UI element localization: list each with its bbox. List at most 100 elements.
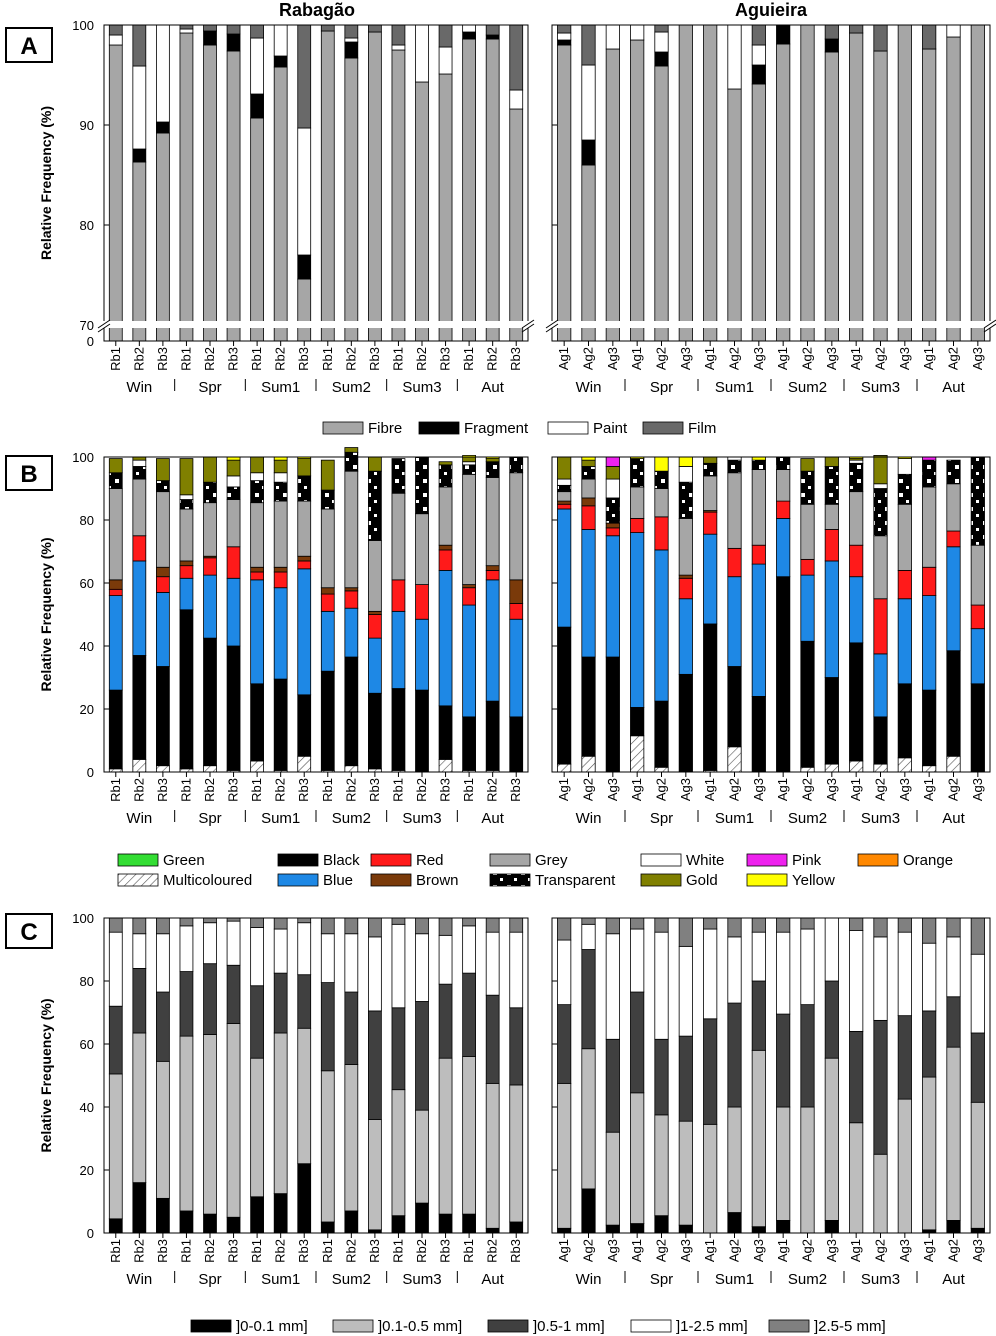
category-label-rb2: Rb2 (343, 347, 358, 371)
bar-segment-c-rb3-0-1-0-5-mm (156, 1060, 170, 1199)
bar-segment-c-ag3-0-0-1-mm (678, 1224, 693, 1234)
bar-segment-c-ag2-1-2-5-mm (581, 923, 596, 950)
bar-segment-b-rb2-white (132, 459, 147, 467)
bar-segment-b-ag2-black (800, 640, 815, 768)
bar-segment-b-rb1-brown (320, 587, 335, 595)
bar-segment-b-rb3-transparent (226, 486, 241, 500)
legend-swatch-1-2-5-mm (630, 1319, 672, 1333)
bar-segment-c-rb2-0-1-0-5-mm (344, 1064, 359, 1212)
bar-segment-c-rb1-1-2-5-mm (391, 923, 406, 1009)
bar-segment-b-rb2-white (273, 472, 288, 483)
bar-segment-c-rb3-0-5-1-mm (226, 964, 241, 1024)
category-label-rb1: Rb1 (390, 778, 405, 802)
bar-segment-c-rb1-2-5-5-mm (179, 917, 194, 927)
bar-segment-c-rb2-0-0-1-mm (485, 1227, 500, 1234)
category-label-ag1: Ag1 (702, 347, 717, 370)
category-label-ag1: Ag1 (629, 778, 644, 801)
bar-segment-b-rb1-blue (250, 579, 264, 685)
category-label-ag3: Ag3 (897, 347, 912, 370)
legend-label-2-5-5-mm: ]2.5-5 mm] (814, 1318, 886, 1335)
bar-segment-b-rb3-gold (368, 456, 382, 472)
bar-segment-b-ag3-grey (897, 503, 912, 571)
bar-segment-c-ag3-0-5-1-mm (678, 1035, 693, 1122)
bar-segment-b-ag1-red (703, 511, 718, 535)
bar-segment-a-rb1-paint (391, 44, 406, 51)
bar-segment-c-ag1-2-5-5-mm (703, 917, 718, 930)
panel-b-y-axis-label: Relative Frequency (%) (38, 537, 54, 691)
season-label-sum3: Sum3 (861, 1271, 900, 1288)
bar-segment-b-rb3-black (226, 645, 241, 771)
category-label-ag1: Ag1 (848, 778, 863, 801)
bar-segment-c-ag3-0-0-1-mm (605, 1224, 620, 1234)
bar-segment-a-rb1-fragment (250, 93, 264, 119)
category-label-ag2: Ag2 (873, 778, 888, 801)
category-label-ag1: Ag1 (921, 778, 936, 801)
category-label-rb2: Rb2 (414, 778, 429, 802)
season-label-win: Win (576, 1271, 602, 1288)
bar-segment-c-ag1-1-2-5-mm (776, 931, 791, 1015)
axis-break-mark (983, 323, 996, 333)
legend-swatch-red (370, 853, 412, 867)
category-label-rb2: Rb2 (131, 778, 146, 802)
bar-segment-c-ag2-2-5-5-mm (581, 917, 596, 925)
bar-segment-b-ag2-brown (581, 497, 596, 507)
bar-segment-b-rb1-transparent (108, 472, 123, 489)
bar-segment-a-ag3-fibre (897, 24, 912, 342)
bar-segment-b-rb3-black (509, 716, 524, 773)
bar-segment-a-ag2-fibre (873, 50, 888, 342)
bar-segment-c-rb1-0-0-1-mm (179, 1210, 194, 1234)
bar-segment-c-rb1-2-5-5-mm (391, 917, 406, 925)
bar-segment-b-rb3-brown (368, 610, 382, 615)
bar-segment-b-ag3-multicoloured (824, 763, 839, 773)
category-label-ag3: Ag3 (970, 1239, 985, 1262)
bar-segment-b-rb1-gold (462, 456, 476, 463)
bar-segment-c-rb2-1-2-5-mm (273, 928, 288, 974)
bar-segment-b-ag1-blue (849, 576, 864, 644)
bar-segment-c-rb2-2-5-5-mm (132, 917, 147, 935)
bar-segment-b-ag3-black (751, 696, 766, 773)
bar-segment-b-rb2-black (415, 689, 429, 773)
bar-segment-b-rb2-black (132, 655, 147, 760)
bar-segment-b-ag1-grey (557, 491, 572, 502)
category-label-rb1: Rb1 (320, 778, 335, 802)
bar-segment-b-ag3-transparent (678, 481, 693, 519)
category-label-ag1: Ag1 (848, 1239, 863, 1262)
bar-segment-c-ag2-0-1-0-5-mm (946, 1046, 961, 1221)
bar-segment-a-rb2-film (485, 24, 500, 36)
legend-swatch-0-1-0-5-mm (332, 1319, 374, 1333)
season-label-spr: Spr (650, 379, 673, 396)
bar-segment-b-ag1-blue (557, 508, 572, 628)
legend-swatch-fragment (418, 421, 460, 435)
category-label-rb3: Rb3 (155, 778, 170, 802)
legend-item-1-2-5-mm: ]1-2.5 mm] (630, 1318, 748, 1335)
bar-segment-b-rb1-blue (179, 577, 194, 611)
bar-segment-b-rb3-black (438, 705, 453, 760)
bar-segment-b-ag3-pink (605, 456, 620, 467)
bar-segment-c-rb3-0-5-1-mm (509, 1007, 524, 1086)
bar-segment-c-rb2-1-2-5-mm (415, 933, 429, 1002)
bar-segment-c-rb2-0-5-1-mm (344, 991, 359, 1065)
bar-segment-c-ag2-1-2-5-mm (800, 928, 815, 1006)
bar-segment-b-ag2-red (946, 530, 961, 548)
bar-segment-b-rb1-red (320, 593, 335, 612)
bar-segment-b-rb2-grey (415, 513, 429, 585)
bar-segment-b-ag3-gold (824, 456, 839, 467)
bar-segment-b-ag2-blue (946, 546, 961, 652)
legend-swatch-green (117, 853, 159, 867)
bar-segment-b-ag2-transparent (727, 459, 742, 474)
category-label-rb1: Rb1 (390, 347, 405, 371)
bar-segment-b-ag2-transparent (946, 459, 961, 485)
bar-segment-c-ag1-1-2-5-mm (630, 928, 645, 993)
category-label-ag1: Ag1 (775, 347, 790, 370)
bar-segment-a-rb3-fibre (156, 132, 170, 342)
bar-segment-a-ag2-fibre (581, 164, 596, 342)
category-label-rb2: Rb2 (485, 347, 500, 371)
category-label-ag3: Ag3 (678, 778, 693, 801)
bar-segment-b-ag3-yellow (678, 456, 693, 467)
bar-segment-c-rb3-0-5-1-mm (297, 974, 312, 1029)
bar-segment-b-rb3-red (156, 576, 170, 593)
bar-segment-c-rb2-0-1-0-5-mm (273, 1032, 288, 1195)
y-tick-label: 20 (80, 1163, 94, 1178)
bar-segment-b-ag2-red (654, 516, 669, 551)
bar-segment-c-ag1-0-0-1-mm (630, 1223, 645, 1234)
